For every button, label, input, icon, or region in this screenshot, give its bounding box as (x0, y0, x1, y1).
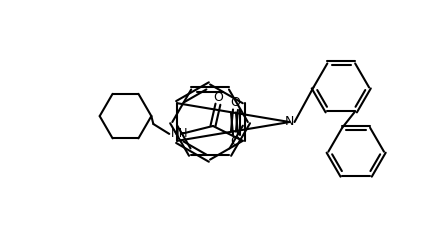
Text: NH: NH (170, 127, 188, 140)
Text: O: O (213, 91, 223, 104)
Text: O: O (230, 135, 240, 148)
Text: O: O (230, 96, 240, 109)
Text: N: N (285, 115, 294, 127)
